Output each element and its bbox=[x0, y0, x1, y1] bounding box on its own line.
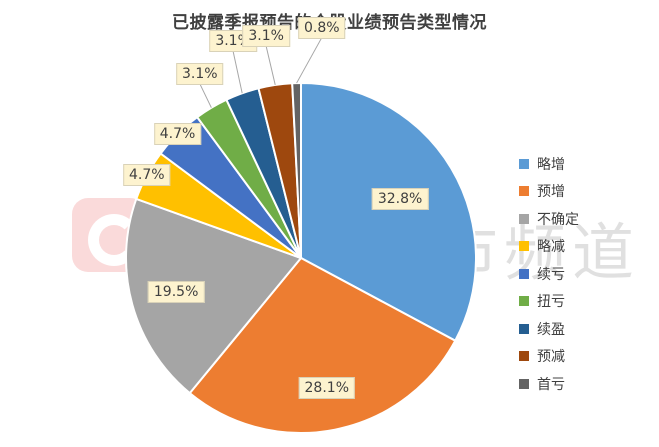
leader-line-6 bbox=[199, 83, 212, 108]
leader-line-8 bbox=[265, 46, 276, 86]
pie-slice-3 bbox=[125, 197, 303, 395]
legend-label: 预增 bbox=[537, 184, 565, 201]
data-label-9: 0.8% bbox=[298, 16, 346, 39]
legend-item: 略增 bbox=[519, 150, 579, 178]
pie-slice-1 bbox=[300, 81, 477, 343]
data-label-8: 3.1% bbox=[242, 25, 290, 48]
legend-label: 略增 bbox=[537, 156, 565, 173]
legend-item: 略减 bbox=[519, 233, 579, 261]
legend-item: 首亏 bbox=[519, 370, 579, 398]
legend-swatch bbox=[519, 213, 529, 224]
data-label-5: 4.7% bbox=[153, 122, 202, 145]
legend-swatch bbox=[519, 268, 529, 279]
legend: 略增预增不确定略减续亏扭亏续盈预减首亏 bbox=[519, 150, 579, 398]
legend-label: 预减 bbox=[537, 349, 565, 366]
pie-slice-2 bbox=[188, 256, 457, 434]
legend-swatch bbox=[519, 378, 529, 389]
legend-label: 略减 bbox=[537, 239, 565, 256]
legend-item: 续盈 bbox=[519, 315, 579, 343]
legend-label: 扭亏 bbox=[537, 294, 565, 311]
legend-swatch bbox=[519, 296, 529, 307]
legend-label: 首亏 bbox=[537, 376, 565, 393]
legend-swatch bbox=[519, 158, 529, 169]
legend-swatch bbox=[519, 323, 529, 334]
legend-item: 预减 bbox=[519, 343, 579, 371]
legend-item: 扭亏 bbox=[519, 288, 579, 316]
data-label-1: 32.8% bbox=[371, 187, 429, 210]
legend-swatch bbox=[519, 186, 529, 197]
legend-label: 续亏 bbox=[537, 266, 565, 283]
legend-swatch bbox=[519, 351, 529, 362]
legend-item: 续亏 bbox=[519, 260, 579, 288]
pie-slice-9 bbox=[291, 81, 302, 259]
legend-item: 预增 bbox=[519, 178, 579, 206]
legend-swatch bbox=[519, 241, 529, 252]
legend-label: 续盈 bbox=[537, 321, 565, 338]
data-label-4: 4.7% bbox=[122, 164, 171, 187]
leader-line-7 bbox=[232, 51, 243, 94]
leader-line-9 bbox=[296, 37, 323, 84]
data-label-3: 19.5% bbox=[147, 281, 205, 304]
data-label-6: 3.1% bbox=[175, 62, 224, 85]
legend-item: 不确定 bbox=[519, 205, 579, 233]
data-label-2: 28.1% bbox=[298, 377, 356, 400]
legend-label: 不确定 bbox=[537, 211, 579, 228]
